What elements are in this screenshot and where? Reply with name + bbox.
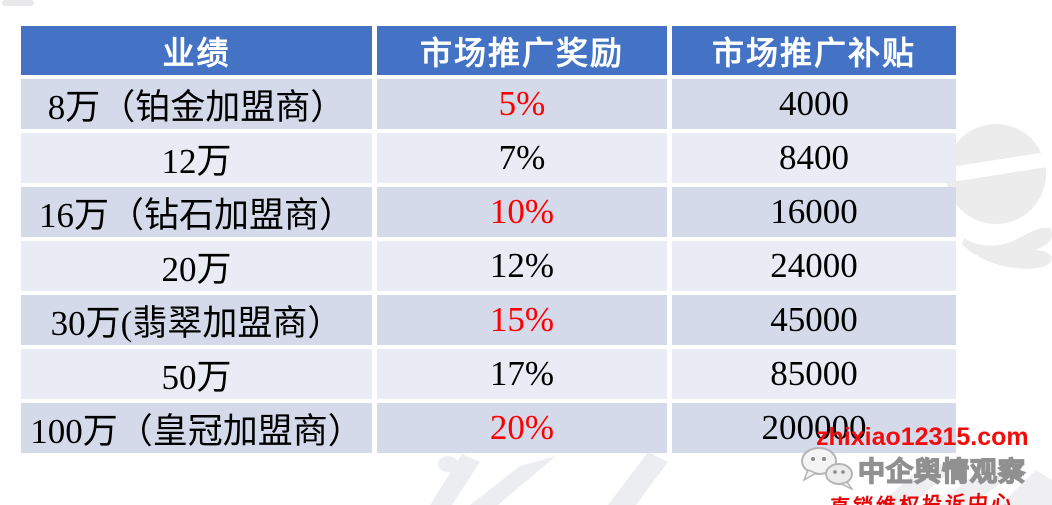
table-body: 8万（铂金加盟商） 5% 4000 12万 7% 8400 16万（钻石加盟商）… [21,79,956,453]
reward-cell: 5% [377,79,667,129]
commission-table: 业绩 市场推广奖励 市场推广补贴 8万（铂金加盟商） 5% 4000 12万 7… [21,26,956,457]
reward-cell: 15% [377,295,667,345]
reward-cell: 17% [377,349,667,399]
performance-cell: 8万（铂金加盟商） [21,79,372,129]
wechat-icon [801,447,854,490]
corner-smudge-decoration [2,0,34,6]
performance-cell: 50万 [21,349,372,399]
bottom-wings-watermark-graphic [430,452,1052,505]
subsidy-cell: 200000 [672,403,956,453]
subsidy-cell: 8400 [672,133,956,183]
header-promo-reward: 市场推广奖励 [377,26,667,75]
subsidy-cell: 4000 [672,79,956,129]
table-row: 12万 7% 8400 [21,133,956,183]
watermark-brand-name: 中企舆情观察 [857,456,1026,487]
subsidy-cell: 16000 [672,187,956,237]
performance-cell: 100万（皇冠加盟商） [21,403,372,453]
table-row: 50万 17% 85000 [21,349,956,399]
table-row: 16万（钻石加盟商） 10% 16000 [21,187,956,237]
table-row: 20万 12% 24000 [21,241,956,291]
reward-cell: 7% [377,133,667,183]
reward-cell: 20% [377,403,667,453]
watermark-logo: 中企舆情观察 直销维权投诉中心 [800,446,1052,505]
table-row: 100万（皇冠加盟商） 20% 200000 [21,403,956,453]
performance-cell: 16万（钻石加盟商） [21,187,372,237]
performance-cell: 12万 [21,133,372,183]
subsidy-cell: 85000 [672,349,956,399]
performance-cell: 20万 [21,241,372,291]
subsidy-cell: 45000 [672,295,956,345]
table-row: 30万(翡翠加盟商） 15% 45000 [21,295,956,345]
table-row: 8万（铂金加盟商） 5% 4000 [21,79,956,129]
performance-cell: 30万(翡翠加盟商） [21,295,372,345]
table-header-row: 业绩 市场推广奖励 市场推广补贴 [21,26,956,75]
watermark-url: zhixiao12315.com [816,423,1029,451]
reward-cell: 10% [377,187,667,237]
reward-cell: 12% [377,241,667,291]
subsidy-cell: 24000 [672,241,956,291]
header-promo-subsidy: 市场推广补贴 [672,26,956,75]
header-performance: 业绩 [21,26,372,75]
